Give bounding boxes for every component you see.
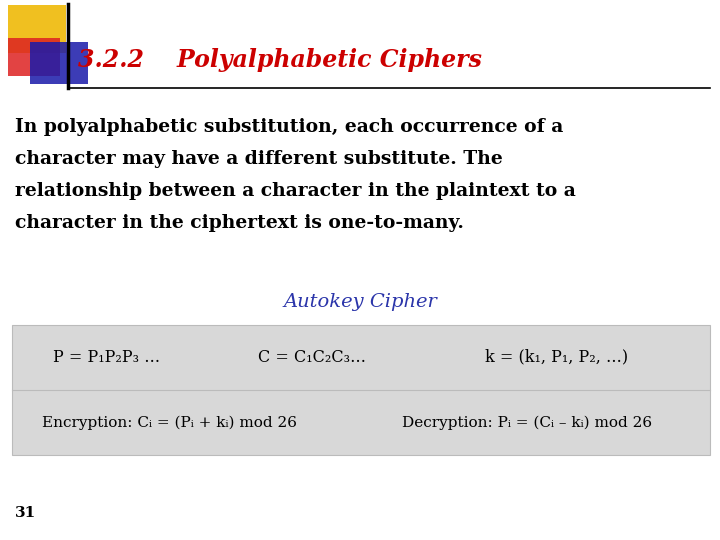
Text: relationship between a character in the plaintext to a: relationship between a character in the … [15,182,576,200]
Text: character may have a different substitute. The: character may have a different substitut… [15,150,503,168]
Text: C = C₁C₂C₃…: C = C₁C₂C₃… [258,348,366,366]
Text: 31: 31 [15,506,36,520]
Text: In polyalphabetic substitution, each occurrence of a: In polyalphabetic substitution, each occ… [15,118,563,136]
Bar [30,42,88,84]
Text: Autokey Cipher: Autokey Cipher [283,293,437,311]
Bar [8,5,66,53]
Text: 3.2.2    Polyalphabetic Ciphers: 3.2.2 Polyalphabetic Ciphers [78,48,482,72]
Text: character in the ciphertext is one-to-many.: character in the ciphertext is one-to-ma… [15,214,464,232]
Bar [12,325,710,455]
Text: Encryption: Cᵢ = (Pᵢ + kᵢ) mod 26: Encryption: Cᵢ = (Pᵢ + kᵢ) mod 26 [42,416,297,430]
Text: k = (k₁, P₁, P₂, …): k = (k₁, P₁, P₂, …) [485,348,629,366]
Text: P = P₁P₂P₃ …: P = P₁P₂P₃ … [53,348,161,366]
Text: Decryption: Pᵢ = (Cᵢ – kᵢ) mod 26: Decryption: Pᵢ = (Cᵢ – kᵢ) mod 26 [402,416,652,430]
Bar [8,38,60,76]
